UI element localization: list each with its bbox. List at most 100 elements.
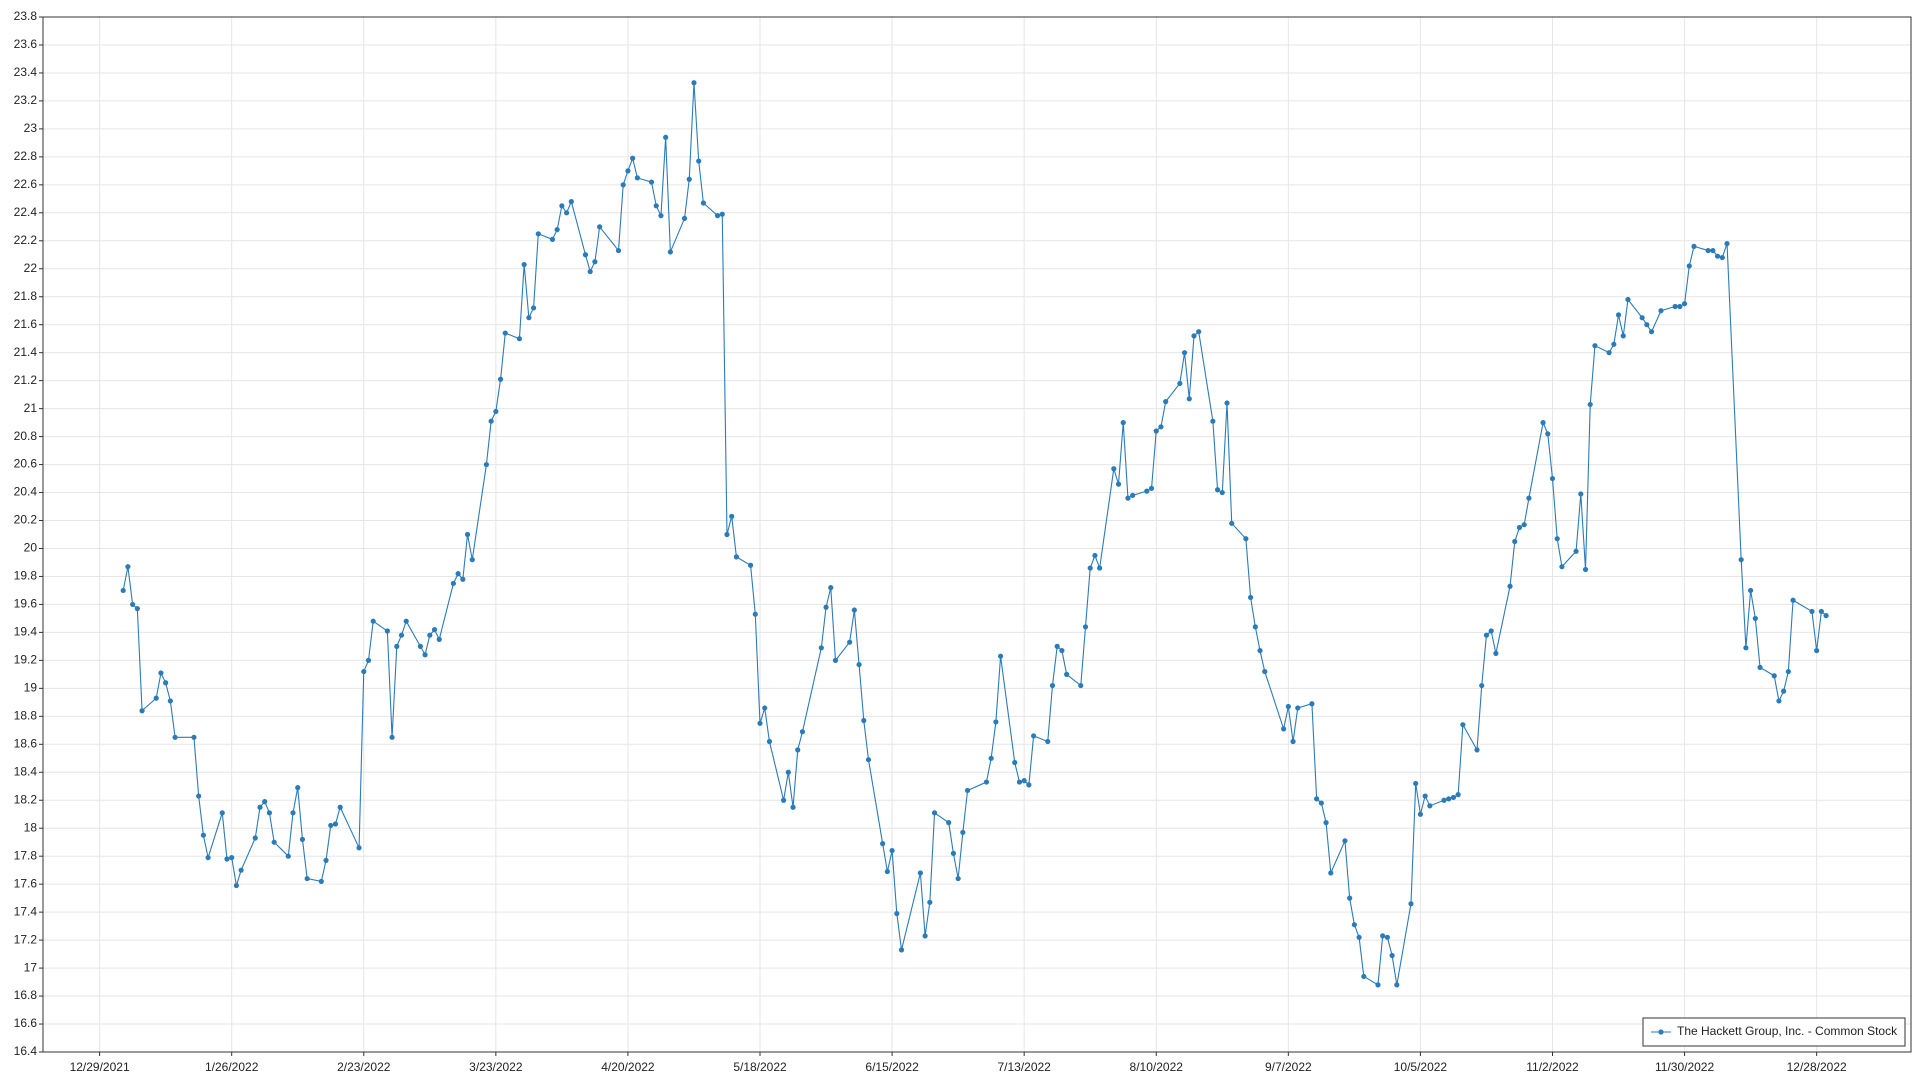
y-tick-label: 17.4 (14, 904, 38, 918)
data-point (139, 708, 145, 714)
data-point (120, 587, 126, 594)
data-point (620, 182, 626, 188)
data-point (1648, 329, 1655, 335)
data-point (1016, 779, 1023, 785)
data-point (1752, 615, 1758, 622)
data-point (865, 757, 872, 763)
data-point (549, 236, 556, 242)
y-tick-label: 16.8 (14, 988, 38, 1002)
data-point (1224, 400, 1230, 406)
data-point (1681, 301, 1688, 307)
data-point (729, 513, 735, 519)
data-point (799, 729, 806, 735)
data-point (1247, 594, 1254, 601)
data-point (1342, 838, 1348, 844)
data-point (403, 618, 409, 624)
data-point (964, 787, 971, 794)
data-point (1196, 329, 1202, 335)
data-point (1092, 552, 1098, 559)
data-point (219, 810, 225, 816)
data-point (1163, 399, 1169, 405)
data-point (262, 799, 268, 805)
data-point (790, 804, 796, 810)
x-tick-label: 12/29/2021 (70, 1060, 130, 1074)
data-point (361, 668, 367, 675)
y-tick-label: 19 (24, 681, 38, 695)
y-tick-label: 22.8 (14, 149, 38, 163)
data-point (1582, 566, 1589, 573)
data-point (780, 797, 787, 803)
y-tick-label: 16.4 (14, 1044, 38, 1058)
data-point (1049, 682, 1056, 689)
data-point (1380, 933, 1386, 939)
data-point (714, 213, 721, 219)
data-point (1148, 485, 1155, 491)
x-tick-label: 1/26/2022 (205, 1060, 259, 1074)
data-point (172, 734, 178, 740)
data-point (516, 336, 523, 342)
data-point (1158, 424, 1164, 430)
data-point (1281, 726, 1287, 732)
data-point (1625, 296, 1631, 303)
data-point (1446, 796, 1452, 802)
data-point (1611, 341, 1617, 347)
x-tick-label: 9/7/2022 (1265, 1060, 1312, 1074)
data-point (752, 611, 758, 617)
data-point (153, 695, 159, 701)
data-point (922, 933, 928, 939)
data-point (1606, 350, 1612, 356)
data-point (1450, 794, 1457, 801)
data-point (832, 657, 839, 663)
data-point (1059, 647, 1065, 654)
data-point (1318, 800, 1324, 806)
data-point (238, 867, 244, 873)
data-point (997, 653, 1004, 659)
data-point (1691, 243, 1697, 249)
data-point (1686, 263, 1692, 269)
data-point (1526, 495, 1532, 501)
legend-label: The Hackett Group, Inc. - Common Stock (1677, 1024, 1898, 1038)
y-tick-label: 21.4 (14, 345, 38, 359)
y-tick-label: 23.6 (14, 37, 38, 51)
data-point (455, 571, 461, 577)
data-point (224, 856, 230, 862)
data-point (828, 585, 834, 591)
data-point (691, 80, 697, 86)
data-point (1738, 557, 1744, 563)
data-point (1361, 973, 1367, 980)
data-point (625, 168, 631, 174)
x-tick-label: 8/10/2022 (1130, 1060, 1184, 1074)
data-point (1521, 522, 1527, 528)
data-point (158, 670, 164, 676)
data-point (681, 215, 688, 222)
data-point (1559, 564, 1565, 570)
data-point (417, 643, 423, 649)
data-point (1719, 254, 1725, 261)
legend: The Hackett Group, Inc. - Common Stock (1642, 1017, 1906, 1047)
y-tick-label: 22.6 (14, 177, 38, 191)
y-tick-label: 18.6 (14, 736, 38, 750)
data-point (1714, 253, 1721, 259)
data-point (1516, 524, 1523, 531)
data-point (1252, 624, 1258, 630)
data-point (884, 868, 890, 875)
data-point (266, 810, 273, 816)
data-point (1012, 759, 1018, 766)
data-point (894, 910, 900, 917)
data-point (955, 875, 961, 882)
y-tick-label: 21.2 (14, 373, 38, 387)
data-point (554, 226, 560, 233)
data-point (1554, 536, 1560, 542)
data-point (582, 252, 589, 258)
data-point (686, 176, 692, 182)
y-tick-label: 22.2 (14, 233, 38, 247)
data-point (191, 734, 197, 740)
data-point (1309, 701, 1315, 707)
data-point (1356, 934, 1362, 940)
y-tick-label: 23.2 (14, 93, 38, 107)
data-point (134, 606, 140, 612)
data-point (1026, 782, 1032, 788)
data-point (1115, 481, 1122, 487)
data-point (1087, 565, 1093, 571)
y-tick-label: 17.2 (14, 932, 38, 946)
